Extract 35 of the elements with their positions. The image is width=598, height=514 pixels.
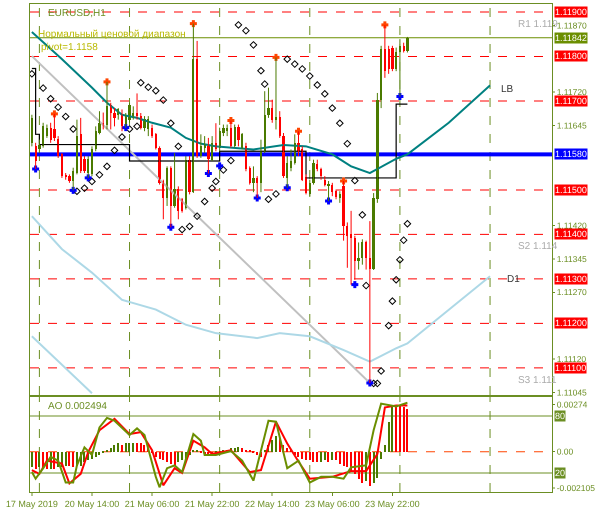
y-tick-label: 1.11120: [556, 354, 586, 364]
x-tick-label: 21 May 22:00: [184, 498, 240, 509]
annotation: Нормальный ценовой диапазон: [38, 29, 186, 40]
y-tick-label: 1.11270: [556, 287, 588, 298]
x-tick-label: 23 May 22:00: [365, 498, 420, 509]
annotation: LB: [501, 84, 514, 95]
y-tick-label: 1.11345: [556, 254, 588, 264]
y2-tick-label: 20: [555, 468, 566, 478]
y-tick-label: 1.11645: [556, 120, 588, 130]
y-tick-label: 1.11045: [556, 387, 588, 398]
x-tick-label: 20 May 14:00: [64, 498, 120, 509]
ref-line-label: 1.11400: [555, 229, 587, 239]
chart-title: AO 0.002494: [48, 401, 108, 412]
ref-line-label: 1.11100: [555, 363, 586, 373]
ref-line-label: 1.11580: [555, 149, 587, 159]
annotation: D1: [507, 274, 520, 285]
chart-title: EURUSD,H1: [48, 8, 106, 19]
y2-tick-label: 80: [555, 411, 566, 421]
y-tick-label: -0.002105: [556, 483, 596, 494]
y-tick-label: 1.11720: [556, 87, 588, 98]
ref-line-label: 1.11800: [555, 51, 587, 61]
y-tick-label: 0.00274: [556, 399, 588, 410]
x-tick-label: 21 May 06:00: [124, 498, 180, 509]
y-tick-label: 1.11420: [556, 220, 588, 230]
ref-line-label: 1.11842: [555, 33, 587, 43]
ref-line-label: 1.11700: [555, 96, 587, 106]
x-tick-label: 17 May 2019: [6, 498, 58, 509]
ref-line-label: 1.11200: [555, 318, 587, 328]
x-tick-label: 22 May 14:00: [244, 498, 300, 509]
ref-line-label: 1.11500: [555, 185, 587, 195]
x-tick-label: 23 May 06:00: [305, 498, 360, 509]
y-tick-label: 0.00: [556, 446, 574, 457]
ref-line-label: 1.11300: [555, 274, 587, 284]
y-tick-label: 1.11870: [556, 20, 588, 30]
ref-line-label: 1.11900: [555, 7, 587, 17]
